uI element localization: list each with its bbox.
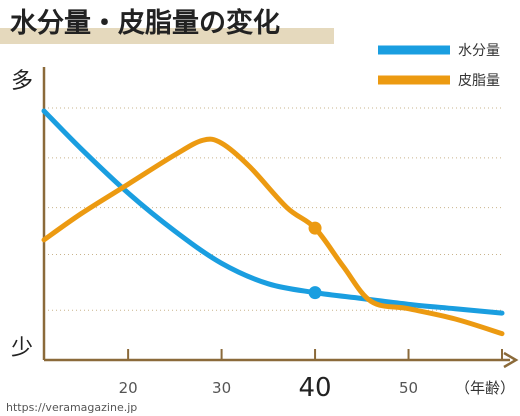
x-tick-label: 40 [299,373,332,403]
grid-lines [44,107,502,311]
x-tick-label: 20 [119,379,138,397]
y-label-many: 多 [11,69,33,94]
data-point-marker [308,286,322,300]
x-axis-label: （年齢） [455,379,515,397]
legend-label-water: 水分量 [458,43,500,59]
x-tick-label: 30 [212,379,231,397]
chart-title: 水分量・皮脂量の変化 [10,7,280,39]
markers [308,221,322,300]
legend-label-sebum: 皮脂量 [458,73,500,89]
series-line-sebum [41,136,505,337]
series-line-water [41,108,505,316]
data-point-marker [308,221,322,235]
y-label-few: 少 [11,336,33,361]
series-lines [41,108,505,337]
x-tick-labels: 20 30 40 50 [119,373,419,403]
watermark: https://veramagazine.jp [6,401,137,414]
title-underline [0,28,334,44]
x-axis-arrowhead [503,351,519,369]
x-tick-label: 50 [399,379,418,397]
axes [42,67,519,369]
legend: 水分量 皮脂量 [378,43,500,89]
